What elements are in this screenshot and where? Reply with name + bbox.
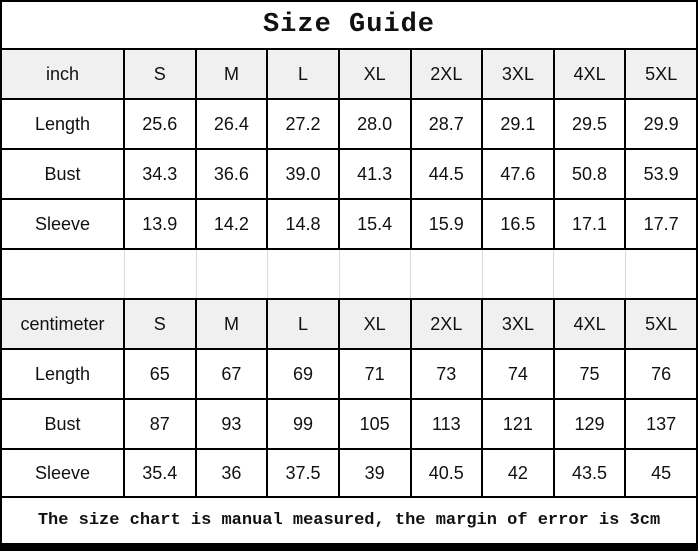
cm-table-header-row: centimeter S M L XL 2XL 3XL 4XL 5XL [2,300,696,350]
size-col-header: L [268,50,340,98]
value-cell: 16.5 [483,200,555,248]
unit-header-cell: inch [2,50,125,98]
size-col-header: 2XL [412,300,484,348]
spacer-cell [125,250,197,298]
value-cell: 28.0 [340,100,412,148]
value-cell: 121 [483,400,555,448]
size-col-header: S [125,300,197,348]
value-cell: 25.6 [125,100,197,148]
row-label: Sleeve [2,200,125,248]
value-cell: 76 [651,363,672,384]
value-cell: 29.1 [483,100,555,148]
size-col-header: 3XL [483,300,555,348]
value-cell: 71 [340,350,412,398]
value-cell: 27.2 [268,100,340,148]
size-col-header: L [268,300,340,348]
footer-note: The size chart is manual measured, the m… [37,511,661,530]
value-cell: 34.3 [125,150,197,198]
size-col-header: 4XL [555,50,627,98]
unit-header-cell: centimeter [2,300,125,348]
spacer-cell [626,250,697,298]
value-cell: 15.9 [412,200,484,248]
value-cell: 26.4 [197,100,269,148]
page-title: Size Guide [262,10,436,40]
value-cell: 73 [412,350,484,398]
size-col-header: 3XL [483,50,555,98]
value-cell: 36 [197,450,269,496]
inch-table-header-row: inch S M L XL 2XL 3XL 4XL 5XL [2,50,696,100]
value-cell: 105 [340,400,412,448]
value-cell: 15.4 [340,200,412,248]
value-cell: 17.1 [555,200,627,248]
value-cell: 39.0 [268,150,340,198]
row-label: Length [2,350,125,398]
value-cell: 129 [555,400,627,448]
value-cell: 14.2 [197,200,269,248]
value-cell: 69 [268,350,340,398]
value-cell: 13.9 [125,200,197,248]
size-col-header: 2XL [412,50,484,98]
value-cell: 29.5 [555,100,627,148]
value-cell: 113 [412,400,484,448]
value-cell: 93 [197,400,269,448]
spacer-row [2,250,696,300]
value-cell: 35.4 [125,450,197,496]
footer-row: The size chart is manual measured, the m… [2,498,696,543]
value-cell: 43.5 [555,450,627,496]
value-cell: 14.8 [268,200,340,248]
value-cell: 74 [483,350,555,398]
value-cell: 37.5 [268,450,340,496]
value-cell: 53.9 [643,163,679,184]
size-col-header: 5XL [645,313,678,334]
value-cell: 40.5 [412,450,484,496]
row-label: Bust [2,150,125,198]
size-col-header: XL [340,50,412,98]
value-cell: 45 [651,462,672,483]
value-cell: 87 [125,400,197,448]
title-row: Size Guide [2,2,696,50]
size-col-header: 4XL [555,300,627,348]
spacer-cell [554,250,626,298]
value-cell: 29.9 [643,113,679,134]
value-cell: 67 [197,350,269,398]
value-cell: 42 [483,450,555,496]
value-cell: 137 [646,413,677,434]
value-cell: 65 [125,350,197,398]
value-cell: 75 [555,350,627,398]
size-col-header: M [197,300,269,348]
row-label: Sleeve [2,450,125,496]
spacer-cell [2,250,125,298]
size-col-header: 5XL [645,63,678,84]
value-cell: 36.6 [197,150,269,198]
spacer-cell [268,250,340,298]
value-cell: 41.3 [340,150,412,198]
value-cell: 99 [268,400,340,448]
size-col-header: M [197,50,269,98]
value-cell: 44.5 [412,150,484,198]
size-col-header: XL [340,300,412,348]
value-cell: 39 [340,450,412,496]
value-cell: 47.6 [483,150,555,198]
spacer-cell [411,250,483,298]
table-row: Length 65 67 69 71 73 74 75 76 [2,350,696,400]
row-label: Bust [2,400,125,448]
row-label: Length [2,100,125,148]
value-cell: 28.7 [412,100,484,148]
table-row: Sleeve 35.4 36 37.5 39 40.5 42 43.5 45 [2,450,696,498]
table-row: Sleeve 13.9 14.2 14.8 15.4 15.9 16.5 17.… [2,200,696,250]
spacer-cell [197,250,268,298]
table-row: Bust 87 93 99 105 113 121 129 137 [2,400,696,450]
value-cell: 17.7 [643,213,679,234]
size-col-header: S [125,50,197,98]
spacer-cell [340,250,411,298]
spacer-cell [483,250,554,298]
value-cell: 50.8 [555,150,627,198]
table-row: Bust 34.3 36.6 39.0 41.3 44.5 47.6 50.8 … [2,150,696,200]
table-row: Length 25.6 26.4 27.2 28.0 28.7 29.1 29.… [2,100,696,150]
